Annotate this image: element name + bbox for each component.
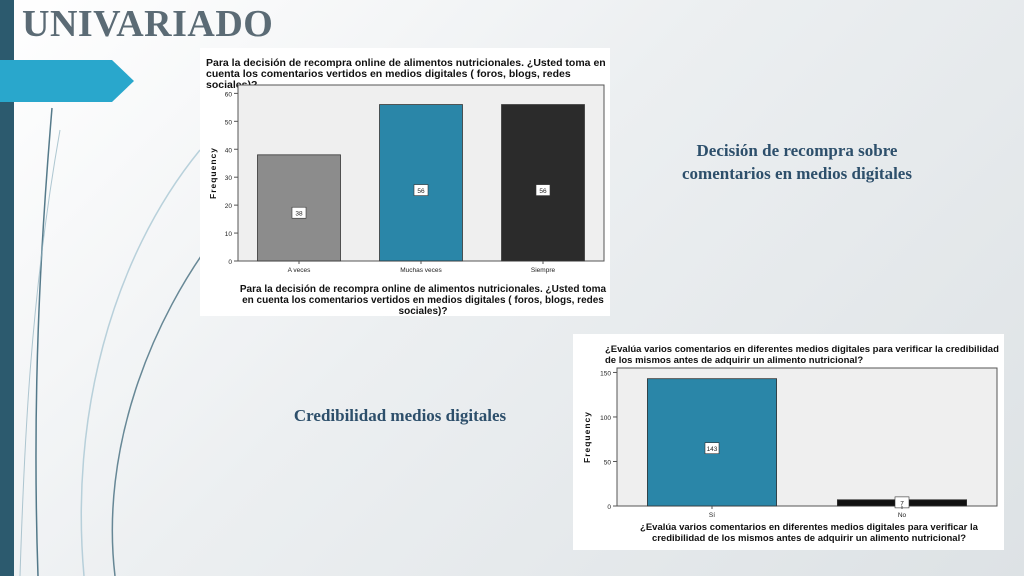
y-tick-label: 100 xyxy=(600,415,611,422)
x-axis-label: ¿Evalúa varios comentarios en diferentes… xyxy=(640,522,978,544)
data-label: 56 xyxy=(417,188,425,195)
data-label-box xyxy=(535,184,551,196)
bar-muchas-veces xyxy=(379,104,463,262)
y-tick-label: 50 xyxy=(604,459,612,466)
y-tick-label: 60 xyxy=(225,91,233,98)
decorative-lines xyxy=(19,107,221,576)
chart-recompra: Para la decisión de recompra online de a… xyxy=(200,48,610,317)
y-tick-label: 0 xyxy=(228,259,232,266)
x-tick-label: Siempre xyxy=(531,267,556,274)
y-tick-label: 10 xyxy=(225,231,233,238)
caption-credibilidad: Credibilidad medios digitales xyxy=(293,406,507,425)
chart-title: Para la decisión de recompra online de a… xyxy=(206,57,606,91)
data-label: 38 xyxy=(295,211,303,218)
y-tick-label: 40 xyxy=(225,147,233,154)
y-axis-label: Frequency xyxy=(208,147,218,199)
slide-title: UNIVARIADO xyxy=(22,3,274,45)
title-accent-arrow xyxy=(0,60,134,102)
x-tick-label: No xyxy=(898,512,907,519)
data-label: 143 xyxy=(707,446,718,453)
chart-title: ¿Evalúa varios comentarios en diferentes… xyxy=(605,344,999,366)
x-tick-label: A veces xyxy=(288,267,312,274)
x-tick-label: Muchas veces xyxy=(400,267,442,274)
y-tick-label: 30 xyxy=(225,175,233,182)
caption-recompra: Decisión de recompra sobre comentarios e… xyxy=(682,141,912,183)
data-label: 56 xyxy=(539,188,547,195)
y-tick-label: 20 xyxy=(225,203,233,210)
left-accent-bar xyxy=(0,0,14,576)
bar-sí xyxy=(647,378,777,507)
data-label: 7 xyxy=(900,500,904,507)
data-label-box xyxy=(413,184,429,196)
y-tick-label: 50 xyxy=(225,119,233,126)
bar-siempre xyxy=(501,104,585,262)
y-axis-label: Frequency xyxy=(582,411,592,463)
chart-credibilidad: ¿Evalúa varios comentarios en diferentes… xyxy=(573,334,1004,550)
data-label-box xyxy=(704,442,720,455)
x-tick-label: Sí xyxy=(709,512,715,519)
x-axis-label: Para la decisión de recompra online de a… xyxy=(239,284,607,317)
y-tick-label: 0 xyxy=(607,504,611,511)
y-tick-label: 150 xyxy=(600,370,611,377)
data-label-box xyxy=(291,206,307,219)
